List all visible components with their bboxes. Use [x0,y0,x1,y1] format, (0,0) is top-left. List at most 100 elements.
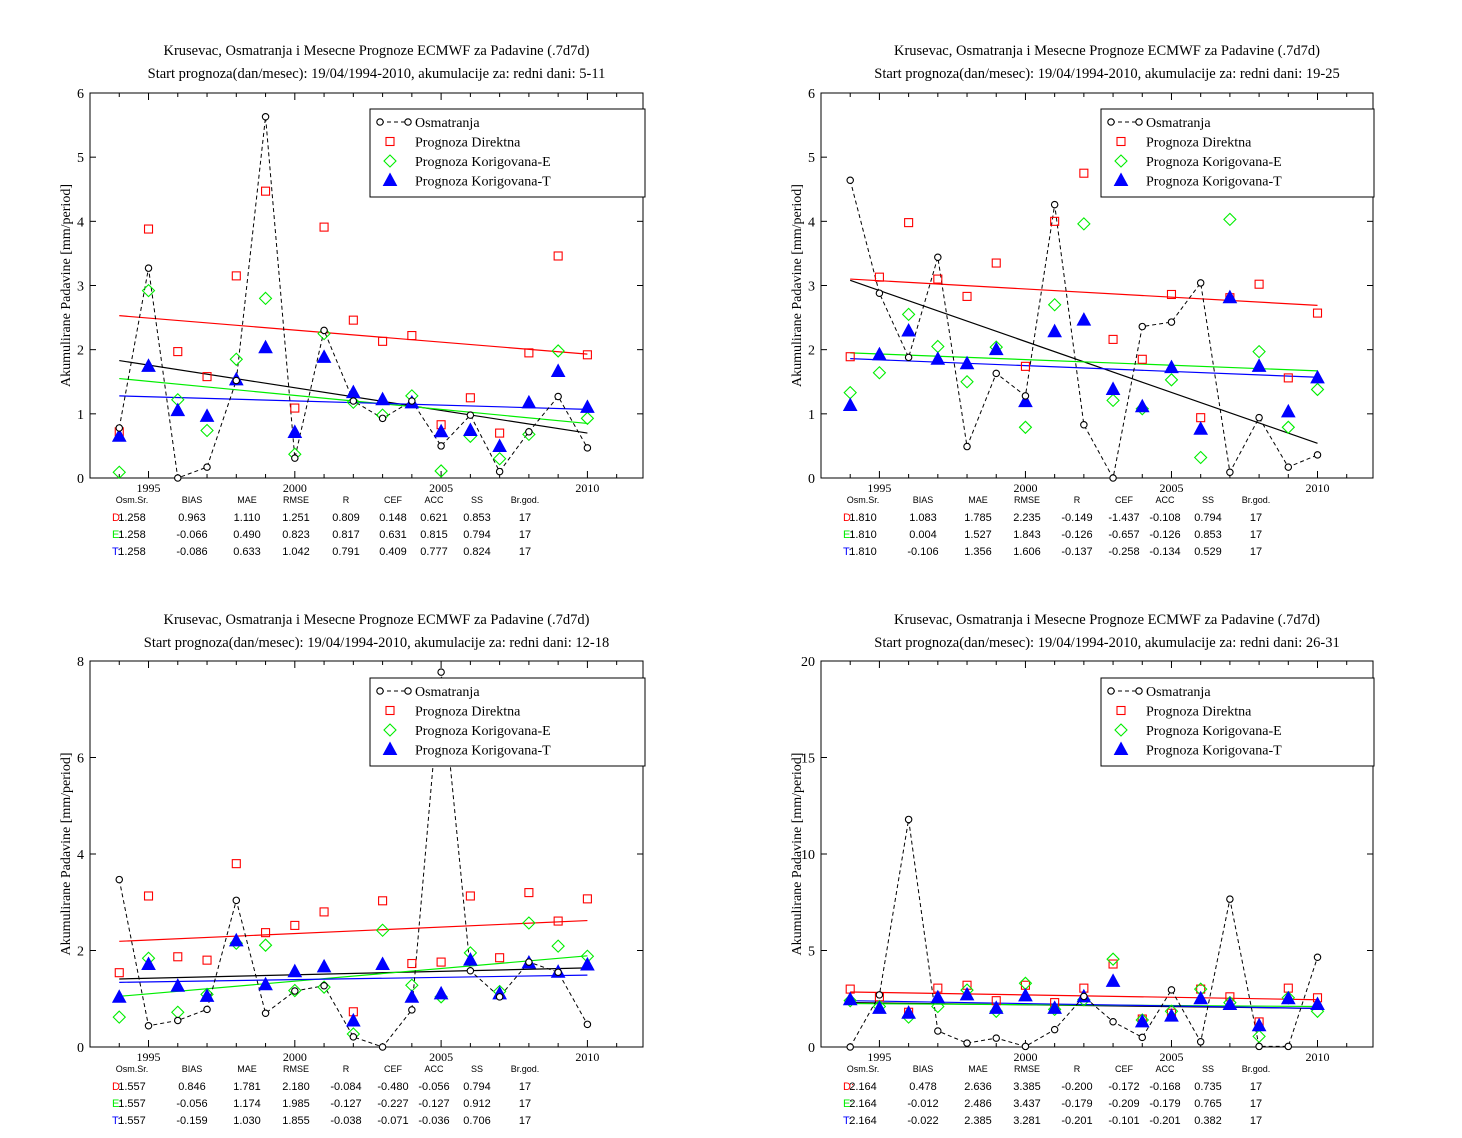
stats-value: 2.164 [849,1081,877,1093]
y-tick-label: 4 [77,215,84,230]
stats-header: MAE [968,495,988,505]
point-obs [875,991,884,999]
point-corr-e [1310,382,1325,397]
point-obs [261,112,270,121]
point-obs [1313,451,1322,459]
stats-value: 0.777 [420,546,448,558]
stats-value: 0.846 [178,1081,206,1093]
point-corr-e [200,423,214,438]
stats-value: 0.735 [1194,1081,1222,1093]
stats-value: 0.824 [463,546,491,558]
stats-value: 1.785 [964,512,992,524]
point-corr-t [141,956,156,970]
stats-value: 1.042 [282,546,310,558]
stats-header: MAE [968,1064,988,1074]
point-corr-t [580,956,595,971]
point-direct [465,393,475,403]
point-direct [202,372,212,382]
stats-header: CEF [384,495,403,505]
point-corr-t [1018,393,1033,408]
chart-title: Krusevac, Osmatranja i Mesecne Prognoze … [163,43,589,59]
stats-value: 1.843 [1013,529,1041,541]
stats-value: 17 [519,529,531,541]
point-direct [1108,334,1118,344]
stats-value: -0.056 [418,1081,449,1093]
stats-row-label: D: [112,512,123,524]
stats-value: 1.781 [233,1081,261,1093]
y-tick-label: 6 [77,87,84,102]
point-corr-e [1106,952,1120,966]
point-obs [495,467,504,476]
stats-value: -0.209 [1108,1098,1139,1110]
point-corr-t [988,341,1004,356]
point-obs [1255,1042,1263,1051]
stats-value: -0.056 [176,1098,207,1110]
point-corr-t [930,351,946,365]
stats-value: 1.810 [849,546,877,558]
stats-value: -0.149 [1061,512,1092,524]
point-corr-t [345,384,361,399]
point-obs [378,1043,387,1051]
point-corr-t [901,1005,916,1019]
stats-row-label: T: [843,1115,852,1127]
observation-line [849,819,1318,1048]
point-corr-t [1280,990,1296,1005]
point-corr-e [580,411,595,426]
point-corr-t [1047,1000,1062,1014]
point-obs [1021,1042,1030,1051]
y-tick-label: 0 [808,1041,815,1056]
stats-row-label: E: [112,529,122,541]
point-corr-e [872,365,887,380]
point-corr-e [843,993,857,1008]
point-corr-e [901,307,916,322]
point-direct [143,224,154,234]
y-tick-label: 0 [77,472,84,487]
point-corr-t [872,346,887,361]
point-corr-t [842,991,858,1006]
stats-value: 0.148 [379,512,407,524]
point-corr-t [111,989,127,1003]
point-corr-t [404,989,420,1003]
point-corr-t [375,956,390,970]
point-corr-t [1047,323,1062,338]
point-corr-e [229,352,244,367]
point-obs [1284,1042,1293,1051]
stats-row-label: D: [843,512,854,524]
chart-panel-2: Krusevac, Osmatranja i Mesecne Prognoze … [790,43,1375,558]
point-corr-t [1310,996,1325,1011]
stats-value: -0.200 [1061,1081,1092,1093]
stats-value: 17 [1250,1115,1262,1127]
stats-value: 17 [1250,546,1262,558]
stats-value: 3.437 [1013,1098,1041,1110]
stats-header: CEF [384,1064,403,1074]
stats-value: 17 [519,1115,531,1127]
point-corr-t [959,986,975,1001]
stats-header: SS [1202,495,1214,505]
legend-marker-obs [404,687,412,695]
point-corr-t [199,408,215,422]
stats-value: -0.084 [330,1081,361,1093]
point-corr-t [901,323,916,337]
legend-marker-corr-t [382,172,398,186]
stats-header: ACC [1155,495,1175,505]
trend-line-corr-e [850,352,1318,372]
point-corr-t [1280,403,1296,418]
point-obs [1167,986,1176,994]
point-direct [1254,279,1264,289]
point-obs [846,176,854,185]
trend-line-corr-t [850,1000,1318,1009]
stats-value: 0.794 [1194,512,1222,524]
point-obs [583,444,592,452]
point-obs [115,424,124,432]
point-direct [319,907,329,917]
point-direct [290,403,300,413]
stats-row-label: T: [843,546,852,558]
legend-marker-obs [1107,687,1115,695]
point-direct [962,291,972,301]
stats-value: -0.127 [418,1098,449,1110]
point-corr-t [375,391,390,406]
point-direct [290,920,300,930]
point-direct [524,888,534,898]
stats-value: -0.201 [1149,1115,1180,1127]
point-direct [231,859,241,869]
